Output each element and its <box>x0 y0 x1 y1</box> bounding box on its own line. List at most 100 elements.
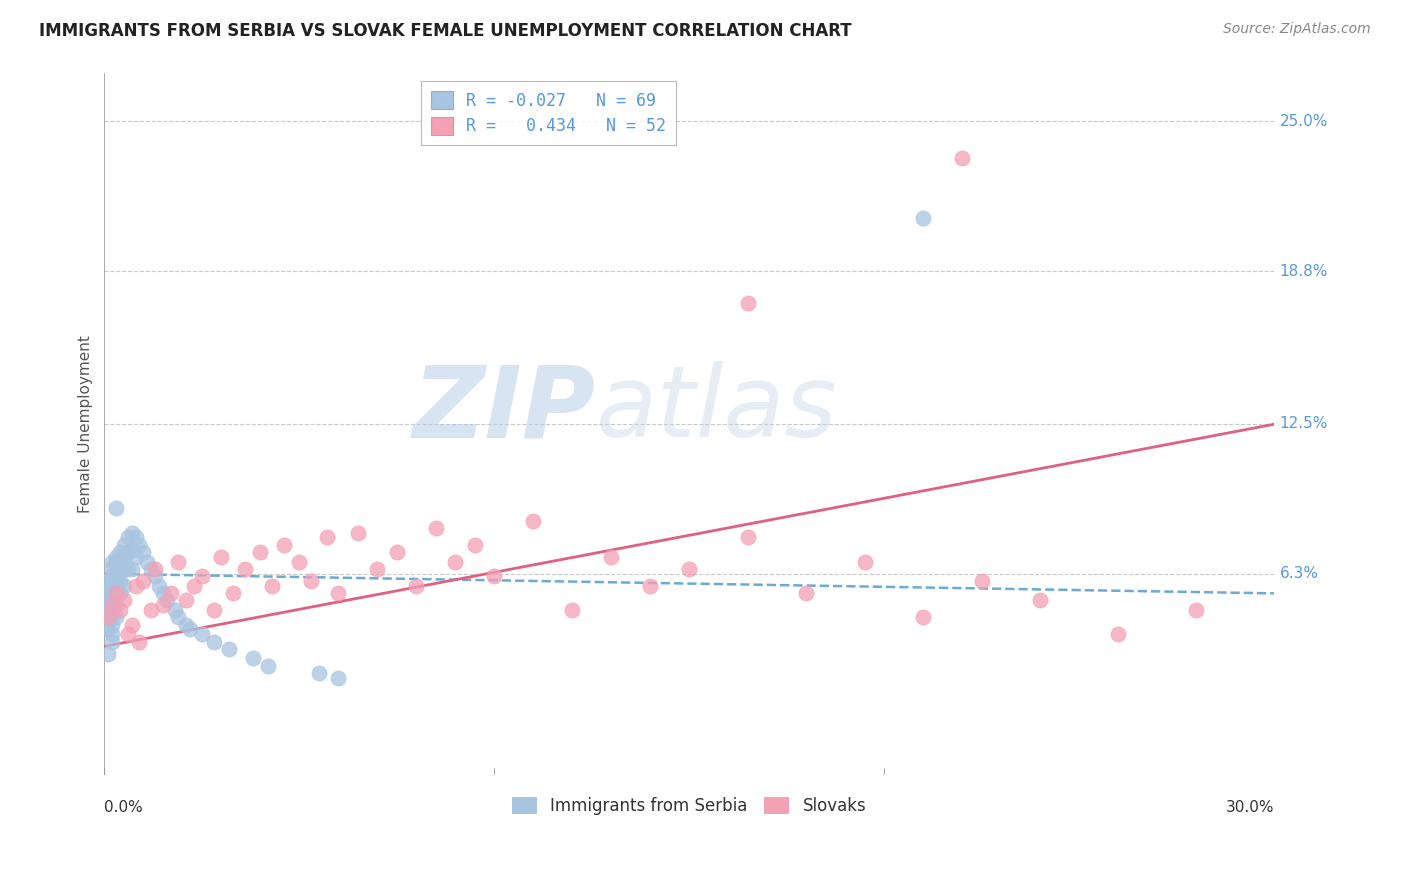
Point <box>308 665 330 680</box>
Text: Source: ZipAtlas.com: Source: ZipAtlas.com <box>1223 22 1371 37</box>
Point <box>191 569 214 583</box>
Point <box>121 525 143 540</box>
Point <box>242 651 264 665</box>
Point <box>132 574 155 588</box>
Point <box>385 545 408 559</box>
Point <box>108 565 131 579</box>
Point <box>425 521 447 535</box>
Point <box>97 607 120 622</box>
Point <box>101 562 124 576</box>
Point <box>444 555 467 569</box>
Point <box>288 555 311 569</box>
Point <box>117 545 139 559</box>
Point <box>101 555 124 569</box>
Point <box>105 586 128 600</box>
Point <box>174 617 197 632</box>
Point <box>1107 627 1129 641</box>
Point <box>108 574 131 588</box>
Text: ZIP: ZIP <box>412 361 596 458</box>
Point <box>112 538 135 552</box>
Point <box>132 545 155 559</box>
Point <box>143 562 166 576</box>
Point <box>737 531 759 545</box>
Point <box>124 579 146 593</box>
Point <box>950 151 973 165</box>
Point <box>912 211 935 226</box>
Point <box>105 555 128 569</box>
Point <box>328 671 350 685</box>
Point <box>112 562 135 576</box>
Point <box>105 549 128 564</box>
Point <box>346 525 368 540</box>
Text: atlas: atlas <box>596 361 837 458</box>
Point <box>101 627 124 641</box>
Point <box>121 617 143 632</box>
Point <box>105 501 128 516</box>
Point <box>141 603 163 617</box>
Point <box>167 555 190 569</box>
Point <box>1185 603 1208 617</box>
Point <box>152 586 174 600</box>
Point <box>101 603 124 617</box>
Y-axis label: Female Unemployment: Female Unemployment <box>79 334 93 513</box>
Point <box>737 295 759 310</box>
Point <box>522 514 544 528</box>
Point <box>159 586 181 600</box>
Point <box>124 549 146 564</box>
Point <box>105 562 128 576</box>
Point <box>315 531 337 545</box>
Text: 18.8%: 18.8% <box>1279 264 1329 279</box>
Point <box>97 603 120 617</box>
Point <box>97 579 120 593</box>
Text: 6.3%: 6.3% <box>1279 566 1319 582</box>
Point <box>249 545 271 559</box>
Point <box>121 542 143 557</box>
Point <box>163 603 186 617</box>
Point <box>484 569 506 583</box>
Point <box>108 545 131 559</box>
Point <box>101 610 124 624</box>
Point <box>121 562 143 576</box>
Point <box>101 569 124 583</box>
Point <box>209 549 232 564</box>
Point <box>678 562 700 576</box>
Point <box>108 555 131 569</box>
Point <box>1029 593 1052 607</box>
Point <box>853 555 876 569</box>
Point <box>101 634 124 648</box>
Point <box>561 603 583 617</box>
Point <box>101 574 124 588</box>
Point <box>183 579 205 593</box>
Point <box>128 634 150 648</box>
Point <box>794 586 817 600</box>
Point <box>148 579 170 593</box>
Point <box>191 627 214 641</box>
Point <box>464 538 486 552</box>
Point <box>97 598 120 612</box>
Point <box>273 538 295 552</box>
Point <box>97 610 120 624</box>
Point <box>101 598 124 612</box>
Point <box>97 574 120 588</box>
Point <box>167 610 190 624</box>
Point <box>202 634 225 648</box>
Point <box>97 583 120 598</box>
Point <box>105 586 128 600</box>
Point <box>97 613 120 627</box>
Point <box>128 538 150 552</box>
Point <box>108 586 131 600</box>
Point <box>117 562 139 576</box>
Text: 30.0%: 30.0% <box>1226 799 1274 814</box>
Point <box>117 627 139 641</box>
Point <box>638 579 661 593</box>
Point <box>112 593 135 607</box>
Point <box>143 569 166 583</box>
Point <box>101 596 124 610</box>
Text: 25.0%: 25.0% <box>1279 114 1329 128</box>
Point <box>233 562 256 576</box>
Point <box>105 569 128 583</box>
Point <box>136 555 159 569</box>
Point <box>105 598 128 612</box>
Point <box>141 562 163 576</box>
Point <box>970 574 993 588</box>
